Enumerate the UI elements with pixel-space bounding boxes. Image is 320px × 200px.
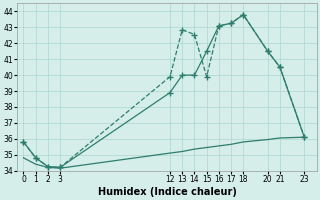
X-axis label: Humidex (Indice chaleur): Humidex (Indice chaleur) — [98, 187, 236, 197]
